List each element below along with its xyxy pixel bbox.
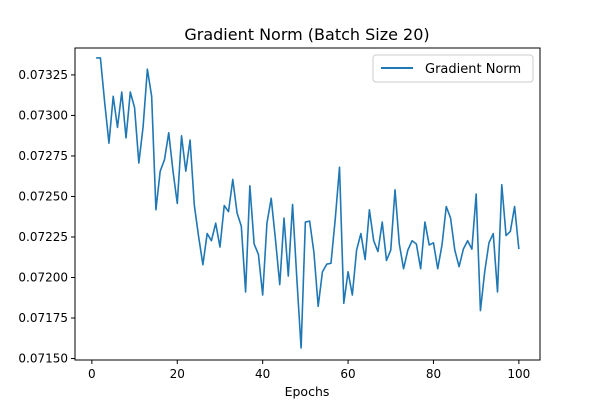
x-axis-label: Epochs — [285, 384, 330, 399]
y-tick-label: 0.07175 — [18, 311, 68, 325]
x-tick-label: 100 — [507, 367, 530, 381]
x-tick-label: 40 — [255, 367, 270, 381]
x-tick-label: 0 — [88, 367, 96, 381]
x-tick-label: 20 — [170, 367, 185, 381]
y-tick-label: 0.07250 — [18, 189, 68, 203]
axes-frame — [74, 47, 541, 361]
y-tick-label: 0.07300 — [18, 108, 68, 122]
chart-title: Gradient Norm (Batch Size 20) — [184, 25, 429, 44]
legend: Gradient Norm — [372, 54, 534, 83]
legend-label: Gradient Norm — [425, 62, 521, 77]
x-tick-label: 80 — [426, 367, 441, 381]
x-axis: 0 20 40 60 80 100 — [88, 360, 530, 381]
series-line-gradient-norm — [96, 57, 520, 349]
x-tick-label: 60 — [340, 367, 355, 381]
legend-box — [372, 54, 534, 83]
y-tick-label: 0.07150 — [18, 352, 68, 366]
series-layer — [96, 57, 520, 349]
plot-area — [74, 47, 541, 361]
y-tick-label: 0.07200 — [18, 271, 68, 285]
y-axis: 0.07150 0.07175 0.07200 0.07225 0.07250 0.072… — [18, 68, 75, 366]
y-tick-label: 0.07325 — [18, 68, 68, 82]
y-tick-label: 0.07275 — [18, 149, 68, 163]
y-tick-label: 0.07225 — [18, 230, 68, 244]
